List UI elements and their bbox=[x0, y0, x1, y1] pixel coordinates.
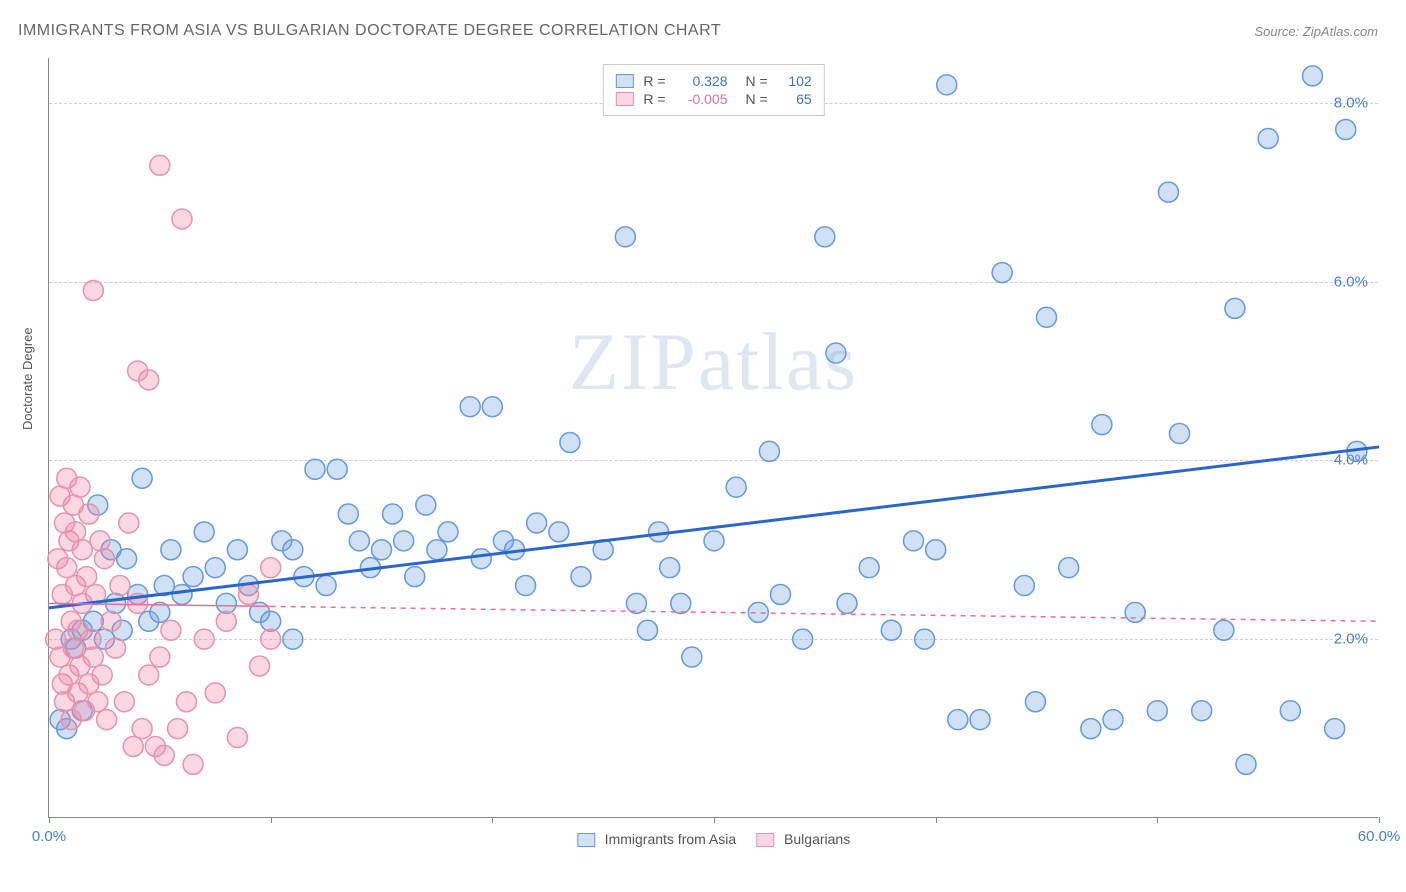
legend-item-bulgarian: Bulgarians bbox=[756, 831, 850, 847]
scatter-svg bbox=[49, 58, 1378, 817]
swatch-asia-icon bbox=[577, 833, 595, 847]
n-label: N = bbox=[746, 91, 768, 107]
stats-row-bulgarian: R = -0.005 N = 65 bbox=[615, 91, 811, 107]
swatch-bulgarian-icon bbox=[756, 833, 774, 847]
n-value-bulgarian: 65 bbox=[778, 91, 812, 107]
stats-row-asia: R = 0.328 N = 102 bbox=[615, 73, 811, 89]
n-value-asia: 102 bbox=[778, 73, 812, 89]
legend-label-asia: Immigrants from Asia bbox=[605, 831, 736, 847]
y-axis-label: Doctorate Degree bbox=[20, 327, 35, 430]
chart-title: IMMIGRANTS FROM ASIA VS BULGARIAN DOCTOR… bbox=[18, 22, 721, 40]
r-value-asia: 0.328 bbox=[676, 73, 728, 89]
stats-legend: R = 0.328 N = 102 R = -0.005 N = 65 bbox=[602, 64, 824, 116]
r-label: R = bbox=[643, 73, 665, 89]
swatch-bulgarian-icon bbox=[615, 92, 633, 106]
legend-label-bulgarian: Bulgarians bbox=[784, 831, 850, 847]
legend-item-asia: Immigrants from Asia bbox=[577, 831, 736, 847]
n-label: N = bbox=[746, 73, 768, 89]
chart-container: IMMIGRANTS FROM ASIA VS BULGARIAN DOCTOR… bbox=[0, 0, 1406, 892]
r-label: R = bbox=[643, 91, 665, 107]
series-legend: Immigrants from Asia Bulgarians bbox=[577, 831, 850, 847]
chart-source: Source: ZipAtlas.com bbox=[1254, 24, 1378, 39]
plot-area: ZIPatlas 2.0%4.0%6.0%8.0% 0.0%60.0% R = … bbox=[48, 58, 1378, 818]
r-value-bulgarian: -0.005 bbox=[676, 91, 728, 107]
swatch-asia-icon bbox=[615, 74, 633, 88]
